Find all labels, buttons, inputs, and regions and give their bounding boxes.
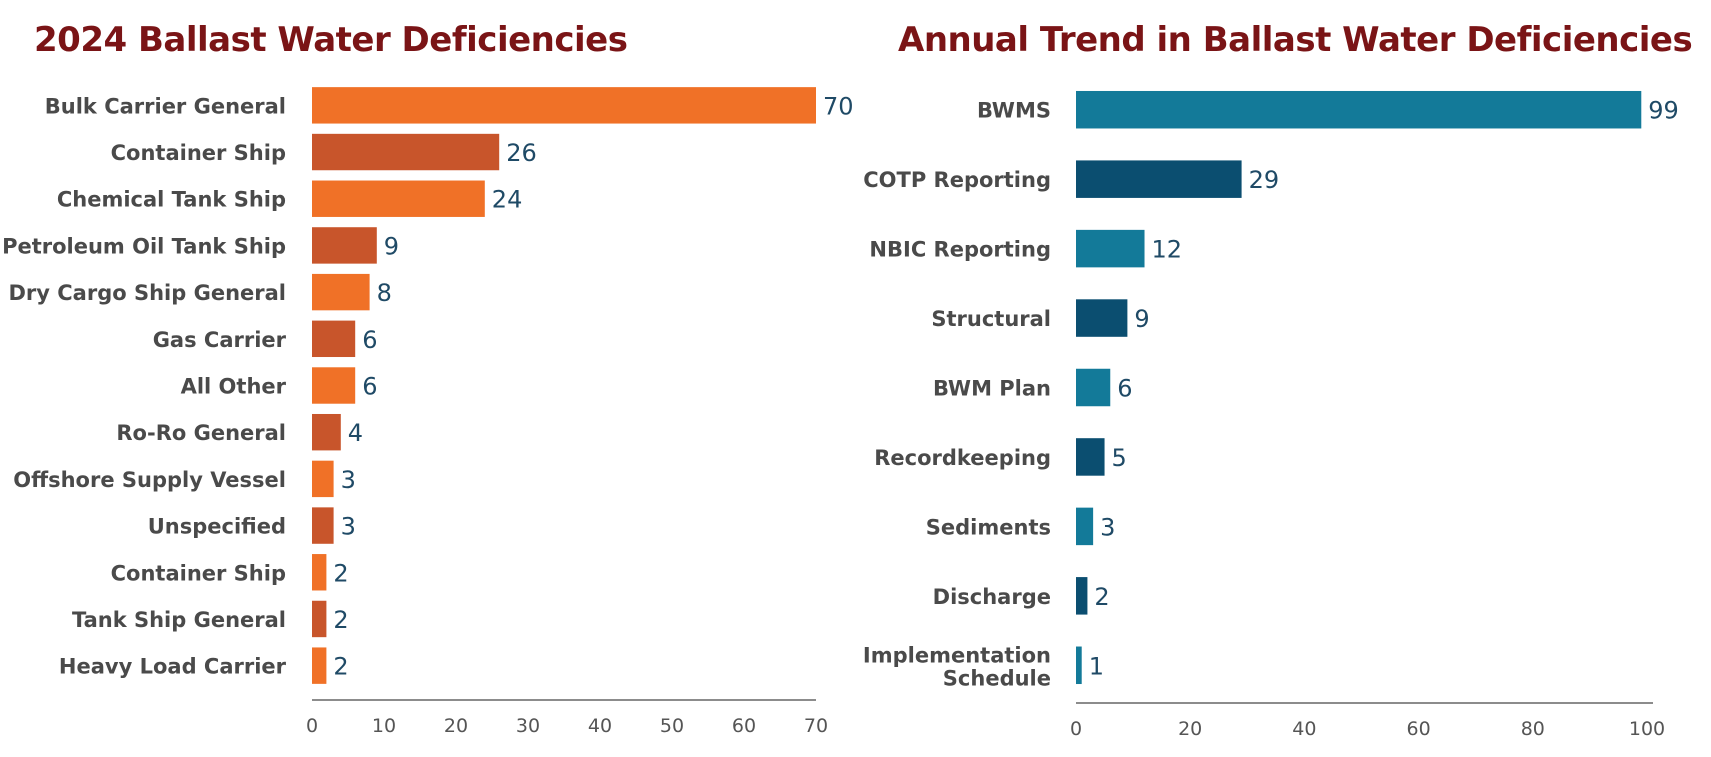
left-chart-bar: [312, 87, 816, 124]
right-chart-category-label: Implementation Schedule: [863, 643, 1051, 690]
left-chart-bar: [312, 507, 334, 544]
right-chart-bar-value-label: 3: [1100, 513, 1115, 541]
right-chart-bar: [1076, 229, 1145, 268]
left-chart-category-label: Heavy Load Carrier: [59, 655, 287, 679]
left-chart-bar-value-label: 8: [377, 279, 392, 307]
left-chart-bar-value-label: 70: [823, 92, 854, 120]
right-chart-bar-value-label: 5: [1112, 444, 1127, 472]
left-chart-x-tick-label: 10: [372, 715, 396, 737]
right-chart-x-tick-label: 60: [1407, 718, 1431, 740]
left-chart-category-label: Unspecified: [148, 515, 286, 539]
right-chart-x-tick-label: 40: [1292, 718, 1316, 740]
left-chart-category-label: Tank Ship General: [72, 608, 286, 632]
left-chart-panel: 2024 Ballast Water Deficiencies 70 Bulk C…: [2, 20, 854, 737]
right-chart-x-tick-label: 100: [1629, 718, 1665, 740]
left-chart-category-label: Ro-Ro General: [116, 421, 286, 445]
left-chart-x-tick-label: 60: [732, 715, 756, 737]
right-chart-category-label: Sediments: [926, 515, 1051, 539]
right-chart-bar-value-label: 6: [1117, 375, 1132, 403]
left-chart-bar: [312, 133, 500, 171]
left-chart-bar: [312, 227, 377, 264]
right-chart-bar: [1076, 646, 1082, 685]
left-chart-x-tick-label: 50: [660, 715, 684, 737]
right-chart-category-label: NBIC Reporting: [869, 238, 1051, 262]
left-chart-x-tick-label: 0: [306, 715, 318, 737]
right-chart-category-label: Recordkeeping: [874, 446, 1051, 470]
right-chart-bar-value-label: 1: [1089, 652, 1104, 680]
right-chart-bar: [1076, 368, 1111, 407]
right-chart-bar: [1076, 299, 1128, 337]
left-chart-category-label: Petroleum Oil Tank Ship: [2, 234, 286, 258]
right-chart-category-label: COTP Reporting: [863, 168, 1051, 192]
left-chart-bar: [312, 600, 327, 638]
left-chart-bar: [312, 180, 485, 217]
right-chart-bar-value-label: 29: [1249, 166, 1280, 194]
left-chart-bar: [312, 460, 334, 498]
right-chart-bar-value-label: 12: [1152, 236, 1183, 264]
left-chart-category-label: Bulk Carrier General: [45, 94, 286, 118]
left-chart-bar-value-label: 26: [506, 139, 537, 167]
right-chart-bar-value-label: 9: [1134, 305, 1149, 333]
left-chart-bar-value-label: 24: [492, 186, 523, 214]
left-chart-bar-value-label: 3: [341, 513, 356, 541]
left-chart-category-label: Offshore Supply Vessel: [13, 468, 286, 492]
right-chart-x-tick-label: 20: [1178, 718, 1202, 740]
left-chart-bar-value-label: 4: [348, 419, 363, 447]
left-chart-bar-value-label: 6: [362, 373, 377, 401]
left-chart-bar: [312, 367, 356, 404]
left-chart-bar-value-label: 6: [362, 326, 377, 354]
left-chart-x-tick-label: 30: [516, 715, 540, 737]
left-chart-x-tick-label: 20: [444, 715, 468, 737]
right-chart-panel: Annual Trend in Ballast Water Deficienci…: [860, 0, 1711, 757]
left-chart-bar-value-label: 2: [333, 653, 348, 681]
right-chart-category-label: BWMS: [977, 99, 1051, 123]
left-chart-bar: [312, 320, 356, 358]
left-chart-category-label: Container Ship: [111, 561, 286, 585]
left-chart-bar-value-label: 2: [333, 606, 348, 634]
left-chart-title: 2024 Ballast Water Deficiencies: [34, 20, 628, 60]
left-chart-category-label: All Other: [181, 375, 287, 399]
right-chart-category-label: Discharge: [933, 585, 1051, 609]
right-chart-bar: [1076, 577, 1088, 615]
left-chart-bar: [312, 273, 370, 311]
left-chart-bar: [312, 413, 341, 451]
right-chart-category-label: Structural: [931, 307, 1051, 331]
right-chart-bar: [1076, 438, 1105, 476]
left-chart-bar-value-label: 2: [333, 559, 348, 587]
right-chart-bar-value-label: 2: [1094, 583, 1109, 611]
left-chart-category-label: Container Ship: [111, 141, 286, 165]
right-chart-bar-value-label: 99: [1648, 97, 1679, 125]
right-chart-bar: [1076, 160, 1242, 198]
left-chart-bar: [312, 647, 327, 684]
left-chart-bar-value-label: 3: [341, 466, 356, 494]
right-chart-x-tick-label: 0: [1070, 718, 1082, 740]
left-chart-category-label: Dry Cargo Ship General: [8, 281, 286, 305]
right-chart-bar: [1076, 90, 1642, 129]
right-chart-bar: [1076, 507, 1094, 546]
right-chart-x-tick-label: 80: [1521, 718, 1545, 740]
left-chart-category-label: Gas Carrier: [153, 328, 287, 352]
left-chart-category-label: Chemical Tank Ship: [57, 188, 286, 212]
right-chart-category-label: BWM Plan: [933, 377, 1051, 401]
left-chart-x-tick-label: 70: [804, 715, 828, 737]
right-chart-title: Annual Trend in Ballast Water Deficienci…: [898, 20, 1693, 60]
left-chart-x-tick-label: 40: [588, 715, 612, 737]
left-chart-bar: [312, 554, 327, 591]
left-chart-bar-value-label: 9: [384, 232, 399, 260]
